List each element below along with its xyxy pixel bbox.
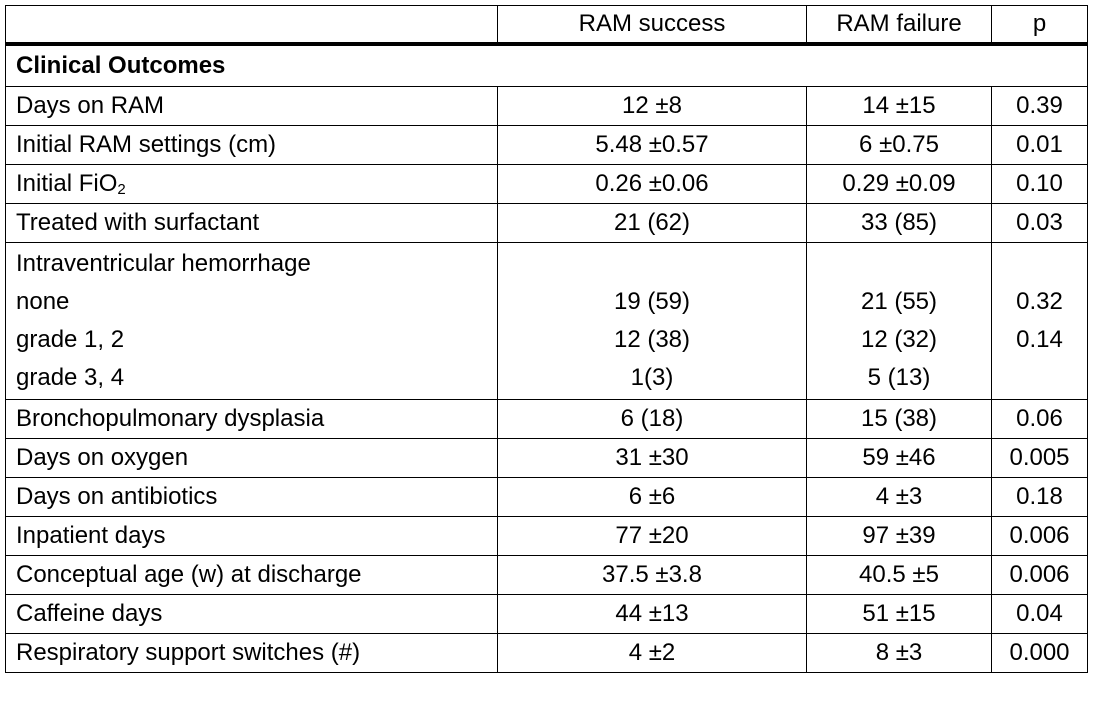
header-empty-cell — [5, 5, 498, 46]
ivh-sub-success: 19 (59) — [613, 288, 691, 315]
row-label: Caffeine days — [5, 594, 498, 634]
table-row: Conceptual age (w) at discharge 37.5 ±3.… — [5, 555, 1088, 595]
row-label: Initial RAM settings (cm) — [5, 125, 498, 165]
section-title: Clinical Outcomes — [5, 43, 1088, 87]
row-label-main: Initial FiO — [16, 170, 118, 197]
row-success: 21 (62) — [497, 203, 807, 243]
row-success: 77 ±20 — [497, 516, 807, 556]
row-success: 0.26 ±0.06 — [497, 164, 807, 204]
row-success: 6 ±6 — [497, 477, 807, 517]
table-row: Bronchopulmonary dysplasia 6 (18) 15 (38… — [5, 399, 1088, 439]
row-p: 0.006 — [991, 555, 1088, 595]
clinical-outcomes-table: RAM success RAM failure p Clinical Outco… — [5, 5, 1088, 673]
row-p: 0.005 — [991, 438, 1088, 478]
row-p: 0.01 — [991, 125, 1088, 165]
ivh-sub-label: none — [16, 288, 70, 315]
ivh-sub-p — [1002, 359, 1077, 397]
ivh-success: 19 (59) 12 (38) 1(3) — [497, 242, 807, 400]
ivh-sub-label: grade 1, 2 — [16, 326, 125, 353]
ivh-group-row: Intraventricular hemorrhage none grade 1… — [5, 242, 1088, 400]
row-label: Respiratory support switches (#) — [5, 633, 498, 673]
row-label: Days on oxygen — [5, 438, 498, 478]
row-failure: 15 (38) — [806, 399, 992, 439]
row-success: 31 ±30 — [497, 438, 807, 478]
row-p: 0.39 — [991, 86, 1088, 126]
ivh-sub-failure: 5 (13) — [867, 364, 931, 391]
row-p: 0.000 — [991, 633, 1088, 673]
ivh-failure: 21 (55) 12 (32) 5 (13) — [806, 242, 992, 400]
row-failure: 8 ±3 — [806, 633, 992, 673]
header-ram-failure: RAM failure — [806, 5, 992, 46]
ivh-sub-p: 0.32 — [1016, 288, 1063, 315]
row-label: Days on antibiotics — [5, 477, 498, 517]
row-p: 0.10 — [991, 164, 1088, 204]
row-p: 0.06 — [991, 399, 1088, 439]
ivh-labels: Intraventricular hemorrhage none grade 1… — [5, 242, 498, 400]
table-row: Initial FiO2 0.26 ±0.06 0.29 ±0.09 0.10 — [5, 164, 1088, 204]
row-failure: 59 ±46 — [806, 438, 992, 478]
row-label: Inpatient days — [5, 516, 498, 556]
row-failure: 51 ±15 — [806, 594, 992, 634]
table-row: Treated with surfactant 21 (62) 33 (85) … — [5, 203, 1088, 243]
row-failure: 14 ±15 — [806, 86, 992, 126]
table-row: Days on oxygen 31 ±30 59 ±46 0.005 — [5, 438, 1088, 478]
row-success: 37.5 ±3.8 — [497, 555, 807, 595]
header-ram-success: RAM success — [497, 5, 807, 46]
ivh-sub-success: 1(3) — [630, 364, 674, 391]
row-success: 44 ±13 — [497, 594, 807, 634]
row-failure: 6 ±0.75 — [806, 125, 992, 165]
row-label-subscript: 2 — [117, 181, 126, 198]
table-header-row: RAM success RAM failure p — [5, 5, 1088, 46]
ivh-sub-failure: 12 (32) — [860, 326, 938, 353]
row-failure: 33 (85) — [806, 203, 992, 243]
row-label: Conceptual age (w) at discharge — [5, 555, 498, 595]
table-row: Days on antibiotics 6 ±6 4 ±3 0.18 — [5, 477, 1088, 517]
table-row: Days on RAM 12 ±8 14 ±15 0.39 — [5, 86, 1088, 126]
row-failure: 0.29 ±0.09 — [806, 164, 992, 204]
row-failure: 4 ±3 — [806, 477, 992, 517]
ivh-sub-p: 0.14 — [1016, 326, 1063, 353]
ivh-p: 0.32 0.14 — [991, 242, 1088, 400]
row-p: 0.18 — [991, 477, 1088, 517]
row-label: Treated with surfactant — [5, 203, 498, 243]
header-p-value: p — [991, 5, 1088, 46]
table-row: Respiratory support switches (#) 4 ±2 8 … — [5, 633, 1088, 673]
row-label: Bronchopulmonary dysplasia — [5, 399, 498, 439]
row-p: 0.04 — [991, 594, 1088, 634]
row-label: Initial FiO2 — [5, 164, 498, 204]
ivh-sub-label: grade 3, 4 — [16, 364, 125, 391]
row-p: 0.006 — [991, 516, 1088, 556]
row-success: 12 ±8 — [497, 86, 807, 126]
table-row: Caffeine days 44 ±13 51 ±15 0.04 — [5, 594, 1088, 634]
row-label: Days on RAM — [5, 86, 498, 126]
ivh-sub-failure: 21 (55) — [860, 288, 938, 315]
row-success: 5.48 ±0.57 — [497, 125, 807, 165]
ivh-sub-success: 12 (38) — [613, 326, 691, 353]
ivh-heading: Intraventricular hemorrhage — [16, 250, 311, 277]
row-success: 4 ±2 — [497, 633, 807, 673]
table-row: Initial RAM settings (cm) 5.48 ±0.57 6 ±… — [5, 125, 1088, 165]
row-failure: 40.5 ±5 — [806, 555, 992, 595]
section-row: Clinical Outcomes — [5, 43, 1088, 87]
row-success: 6 (18) — [497, 399, 807, 439]
row-p: 0.03 — [991, 203, 1088, 243]
outcomes-table-container: RAM success RAM failure p Clinical Outco… — [5, 5, 1088, 673]
table-row: Inpatient days 77 ±20 97 ±39 0.006 — [5, 516, 1088, 556]
row-failure: 97 ±39 — [806, 516, 992, 556]
